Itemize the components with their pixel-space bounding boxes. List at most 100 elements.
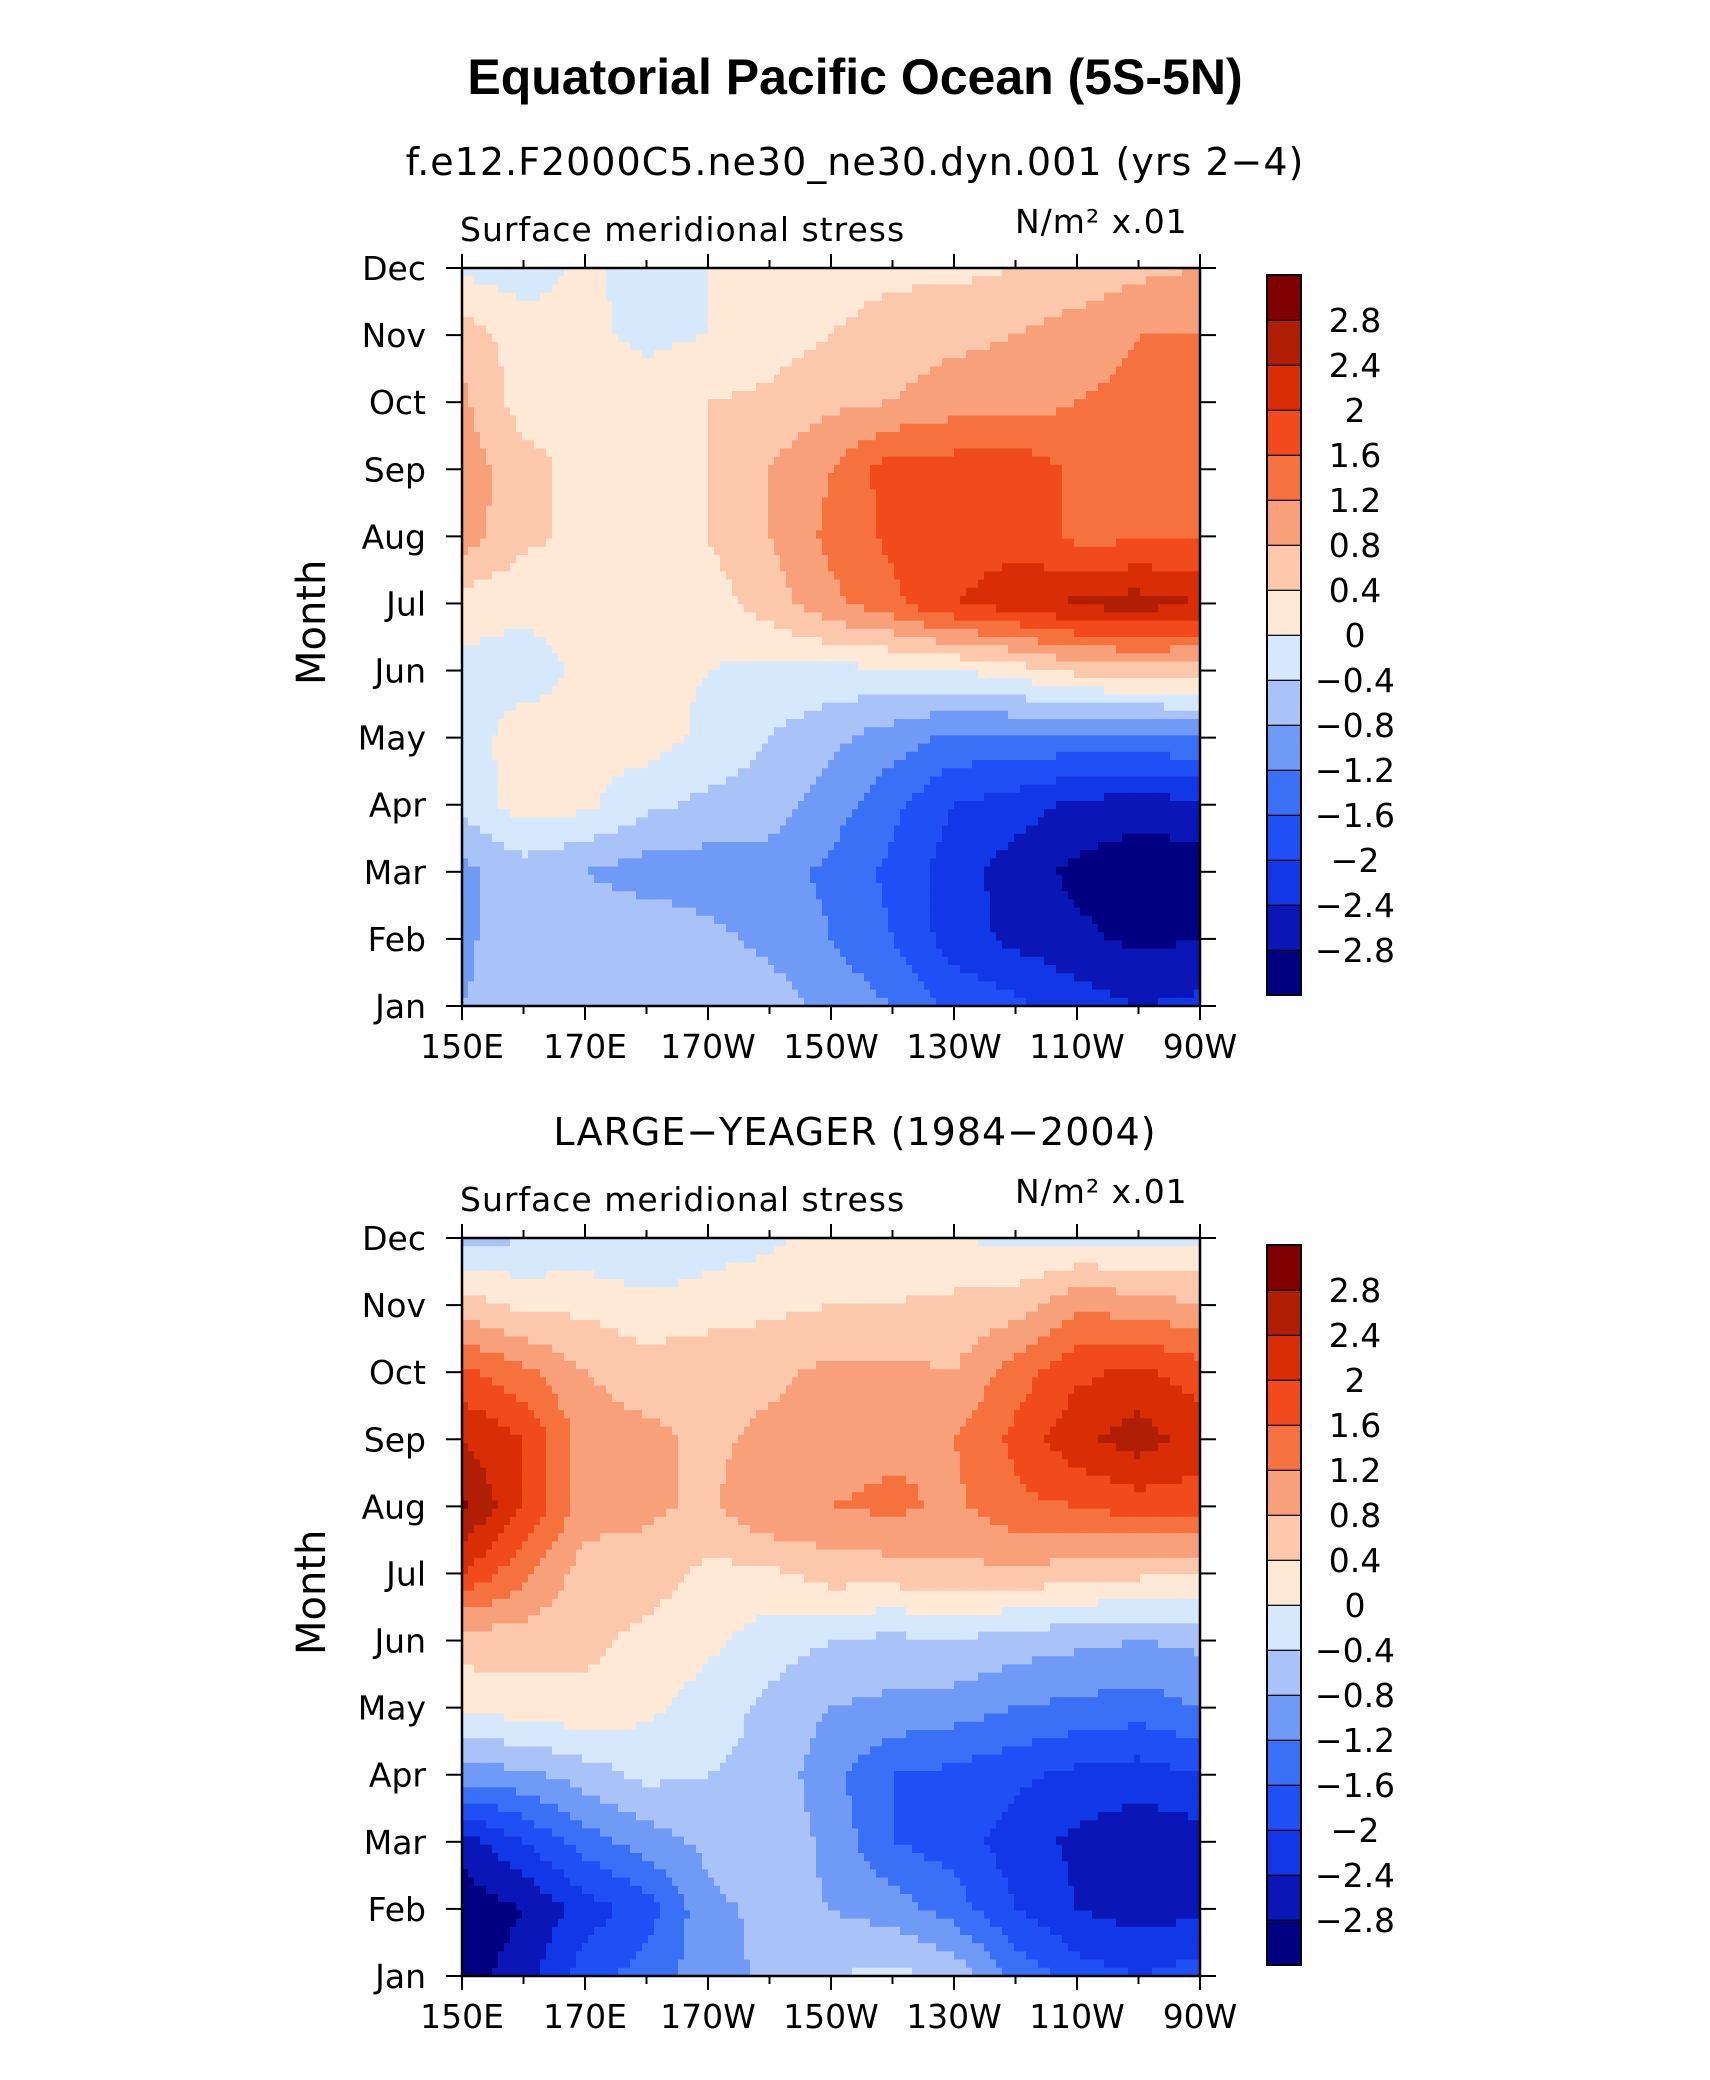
heatmap-cell bbox=[540, 481, 547, 490]
heatmap-cell bbox=[1074, 399, 1081, 408]
heatmap-cell bbox=[810, 317, 817, 326]
heatmap-cell bbox=[804, 366, 811, 376]
heatmap-cell bbox=[468, 432, 475, 441]
heatmap-cell bbox=[846, 489, 853, 499]
heatmap-cell bbox=[984, 382, 991, 392]
heatmap-cell bbox=[462, 456, 469, 466]
heatmap-cell bbox=[498, 481, 505, 490]
heatmap-cell bbox=[1044, 399, 1051, 408]
heatmap-cell bbox=[888, 538, 895, 548]
heatmap-cell bbox=[1176, 341, 1183, 351]
heatmap-cell bbox=[540, 432, 547, 441]
heatmap-cell bbox=[852, 563, 859, 572]
heatmap-cell bbox=[534, 514, 541, 523]
heatmap-cell bbox=[996, 276, 1003, 285]
heatmap-cell bbox=[624, 587, 631, 597]
heatmap-cell bbox=[504, 571, 511, 581]
heatmap-cell bbox=[708, 522, 715, 531]
heatmap-cell bbox=[648, 423, 655, 433]
heatmap-cell bbox=[882, 276, 889, 285]
heatmap-cell bbox=[930, 407, 937, 417]
heatmap-cell bbox=[1176, 391, 1183, 400]
heatmap-cell bbox=[546, 522, 553, 531]
heatmap-cell bbox=[1008, 546, 1015, 556]
heatmap-cell bbox=[504, 489, 511, 499]
heatmap-cell bbox=[1188, 366, 1195, 376]
heatmap-cell bbox=[498, 538, 505, 548]
heatmap-cell bbox=[546, 432, 553, 441]
heatmap-cell bbox=[582, 456, 589, 466]
heatmap-cell bbox=[1008, 432, 1015, 441]
heatmap-cell bbox=[1086, 415, 1093, 425]
heatmap-cell bbox=[792, 464, 799, 474]
heatmap-cell bbox=[834, 366, 841, 376]
heatmap-cell bbox=[1128, 530, 1135, 540]
heatmap-cell bbox=[522, 341, 529, 351]
heatmap-cell bbox=[684, 473, 691, 482]
heatmap-cell bbox=[1068, 399, 1075, 408]
heatmap-cell bbox=[672, 358, 679, 367]
heatmap-cell bbox=[972, 284, 979, 294]
heatmap-cell bbox=[1116, 382, 1123, 392]
heatmap-cell bbox=[498, 489, 505, 499]
heatmap-cell bbox=[612, 407, 619, 417]
heatmap-cell bbox=[1038, 292, 1045, 302]
heatmap-cell bbox=[750, 423, 757, 433]
heatmap-cell bbox=[1032, 546, 1039, 556]
heatmap-cell bbox=[912, 579, 919, 589]
heatmap-cell bbox=[1164, 268, 1171, 277]
heatmap-cell bbox=[612, 300, 619, 310]
heatmap-cell bbox=[834, 514, 841, 523]
heatmap-cell bbox=[1032, 399, 1039, 408]
heatmap-cell bbox=[672, 350, 679, 359]
heatmap-cell bbox=[1104, 268, 1111, 277]
heatmap-cell bbox=[798, 587, 805, 597]
heatmap-cell bbox=[1050, 382, 1057, 392]
heatmap-cell bbox=[528, 300, 535, 310]
heatmap-cell bbox=[936, 538, 943, 548]
heatmap-cell bbox=[564, 276, 571, 285]
heatmap-cell bbox=[552, 456, 559, 466]
heatmap-cell bbox=[804, 522, 811, 531]
heatmap-cell bbox=[858, 407, 865, 417]
heatmap-cell bbox=[678, 473, 685, 482]
heatmap-cell bbox=[462, 399, 469, 408]
heatmap-cell bbox=[1146, 358, 1153, 367]
heatmap-cell bbox=[960, 481, 967, 490]
heatmap-cell bbox=[462, 382, 469, 392]
heatmap-cell bbox=[558, 596, 565, 605]
heatmap-cell bbox=[1146, 571, 1153, 581]
heatmap-cell bbox=[1044, 358, 1051, 367]
heatmap-cell bbox=[1140, 505, 1147, 515]
heatmap-cell bbox=[684, 415, 691, 425]
heatmap-cell bbox=[660, 497, 667, 507]
heatmap-cell bbox=[642, 563, 649, 572]
heatmap-cell bbox=[594, 268, 601, 277]
heatmap-cell bbox=[678, 448, 685, 458]
heatmap-cell bbox=[918, 514, 925, 523]
heatmap-cell bbox=[654, 440, 661, 449]
heatmap-cell bbox=[1014, 300, 1021, 310]
heatmap-cell bbox=[1122, 333, 1129, 343]
heatmap-cell bbox=[1020, 350, 1027, 359]
heatmap-cell bbox=[870, 530, 877, 540]
heatmap-cell bbox=[798, 358, 805, 367]
heatmap-cell bbox=[1158, 505, 1165, 515]
heatmap-cell bbox=[780, 464, 787, 474]
heatmap-cell bbox=[660, 292, 667, 302]
heatmap-cell bbox=[924, 350, 931, 359]
heatmap-cell bbox=[594, 538, 601, 548]
heatmap-cell bbox=[654, 276, 661, 285]
heatmap-cell bbox=[738, 423, 745, 433]
heatmap-cell bbox=[690, 505, 697, 515]
heatmap-cell bbox=[1122, 399, 1129, 408]
heatmap-cell bbox=[876, 563, 883, 572]
heatmap-cell bbox=[876, 358, 883, 367]
heatmap-cell bbox=[966, 325, 973, 335]
heatmap-cell bbox=[942, 440, 949, 449]
heatmap-cell bbox=[1110, 489, 1117, 499]
heatmap-cell bbox=[1014, 325, 1021, 335]
heatmap-cell bbox=[1170, 456, 1177, 466]
heatmap-cell bbox=[546, 596, 553, 605]
heatmap-cell bbox=[576, 440, 583, 449]
